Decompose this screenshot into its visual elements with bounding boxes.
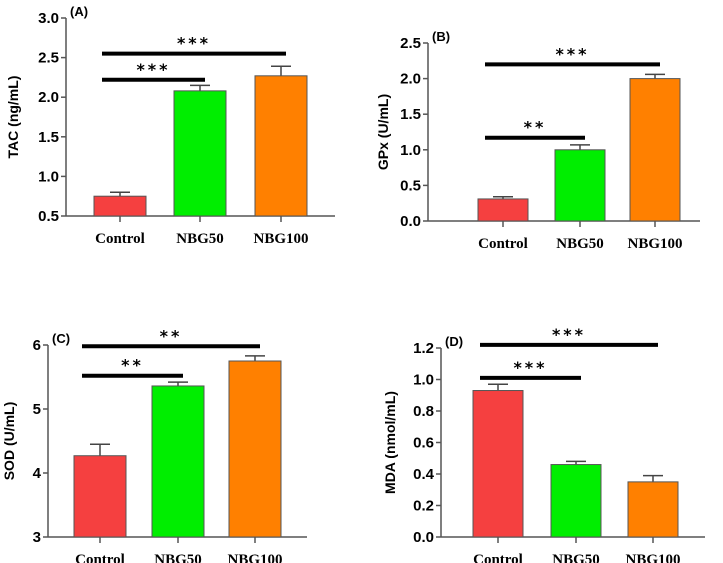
x-tick-label: NBG50	[154, 552, 202, 563]
x-tick-label: NBG100	[625, 552, 680, 563]
significance-label: **	[160, 326, 183, 345]
x-tick-label: NBG50	[556, 236, 604, 252]
x-tick-label: NBG100	[253, 231, 308, 247]
x-tick-label: Control	[478, 236, 528, 252]
y-tick-label: 1.0	[38, 168, 59, 185]
y-tick-label: 0.0	[413, 529, 434, 546]
significance-label: **	[524, 118, 547, 137]
bar-control	[93, 195, 147, 217]
y-tick-label: 4	[33, 465, 42, 482]
y-tick-label: 0.0	[400, 213, 421, 230]
x-tick-label: NBG50	[552, 552, 600, 563]
bar-control	[73, 455, 127, 538]
x-tick-label: NBG100	[227, 552, 282, 563]
bar-nbg100	[629, 78, 681, 222]
panel-label: (D)	[445, 334, 463, 349]
significance-label: ***	[136, 60, 170, 79]
significance-label: ***	[552, 325, 586, 344]
y-tick-label: 1.5	[400, 106, 421, 123]
bar-nbg50	[550, 464, 602, 538]
bar-control	[477, 198, 529, 222]
y-tick-label: 3	[33, 529, 41, 546]
x-tick-label: Control	[95, 231, 145, 247]
y-tick-label: 0.5	[38, 208, 59, 225]
y-tick-label: 1.5	[38, 129, 59, 146]
y-tick-label: 2.0	[400, 71, 421, 88]
bar-nbg100	[627, 481, 679, 538]
y-axis-label: SOD (U/mL)	[1, 402, 17, 481]
x-tick-label: Control	[75, 552, 125, 563]
y-tick-label: 3.0	[38, 10, 59, 27]
y-tick-label: 1.0	[413, 372, 434, 389]
y-tick-label: 2.5	[400, 35, 421, 52]
panel-label: (B)	[432, 29, 450, 44]
bar-nbg50	[173, 90, 227, 217]
x-tick-label: NBG100	[627, 236, 682, 252]
bar-control	[472, 390, 524, 538]
x-tick-label: Control	[473, 552, 523, 563]
panel-label: (A)	[70, 4, 88, 19]
y-tick-label: 0.4	[413, 466, 435, 483]
bar-nbg100	[228, 360, 282, 538]
y-axis-label: GPx (U/mL)	[375, 94, 391, 170]
bar-nbg100	[254, 75, 308, 217]
significance-label: **	[121, 356, 144, 375]
y-tick-label: 1.0	[400, 142, 421, 159]
significance-label: ***	[513, 358, 547, 377]
significance-label: ***	[177, 34, 211, 53]
bar-nbg50	[554, 149, 606, 222]
y-tick-label: 2.0	[38, 89, 59, 106]
x-tick-label: NBG50	[176, 231, 224, 247]
y-axis-label: TAC (ng/mL)	[5, 76, 21, 159]
panel-label: (C)	[52, 331, 70, 346]
y-tick-label: 0.8	[413, 403, 434, 420]
y-axis-label: MDA (nmol/mL)	[382, 391, 398, 494]
y-tick-label: 2.5	[38, 50, 59, 67]
significance-label: ***	[555, 44, 589, 63]
y-tick-label: 0.5	[400, 177, 421, 194]
y-tick-label: 6	[33, 337, 41, 354]
y-tick-label: 1.2	[413, 340, 434, 357]
bar-nbg50	[151, 385, 205, 538]
y-tick-label: 0.6	[413, 435, 434, 452]
y-tick-label: 5	[33, 401, 41, 418]
y-tick-label: 0.2	[413, 498, 434, 515]
